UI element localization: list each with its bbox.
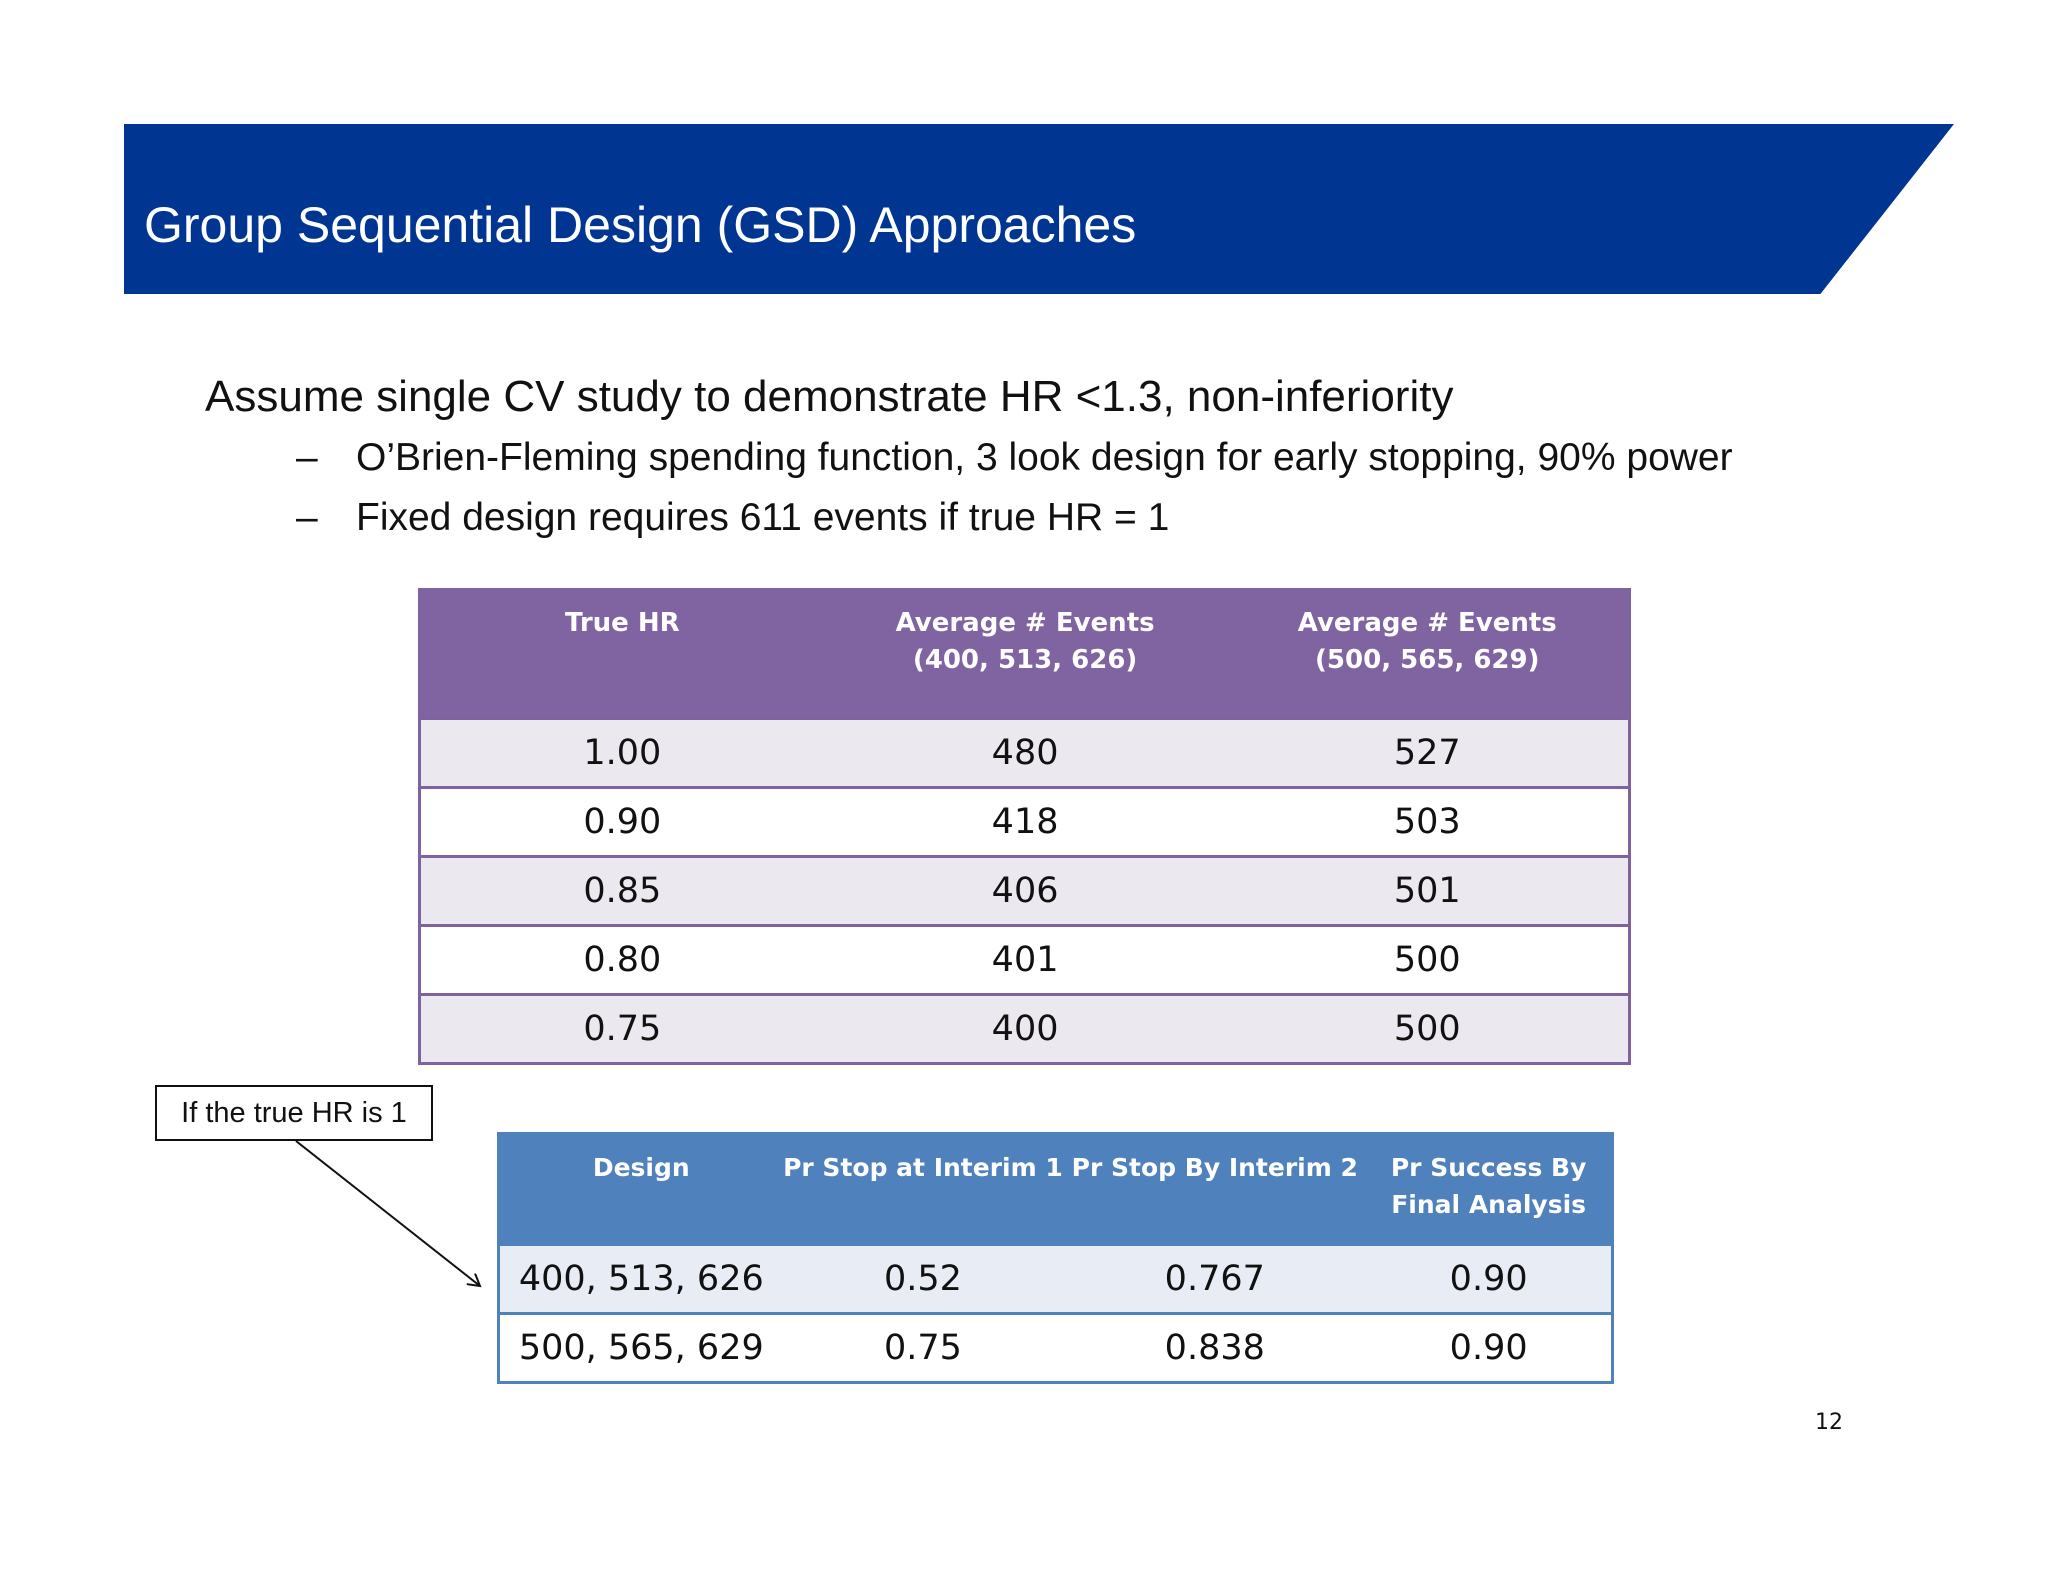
table-cell: 500 — [1226, 993, 1630, 1064]
header-line: Pr Stop at Interim 1 — [783, 1153, 1063, 1182]
column-header: Pr Success By Final Analysis — [1366, 1133, 1613, 1245]
sub-bullet: – Fixed design requires 611 events if tru… — [296, 496, 1169, 540]
slide-title: Group Sequential Design (GSD) Approaches — [144, 197, 1137, 253]
header-line: Average # Events — [895, 608, 1155, 638]
header-line: (500, 565, 629) — [1315, 645, 1540, 675]
table-cell: 406 — [823, 855, 1227, 926]
table-cell: 0.85 — [419, 855, 824, 926]
page-number: 12 — [1815, 1410, 1843, 1435]
table-cell: 418 — [823, 786, 1227, 857]
header-band — [124, 124, 1954, 294]
column-header: Pr Stop By Interim 2 — [1063, 1133, 1367, 1245]
table-row: 0.75 400 500 — [419, 993, 1630, 1064]
header-line: Final Analysis — [1391, 1190, 1587, 1219]
column-header: Average # Events (500, 565, 629) — [1226, 589, 1630, 719]
table-header-row: Design Pr Stop at Interim 1 Pr Stop By I… — [498, 1133, 1613, 1245]
table-cell: 0.75 — [782, 1312, 1064, 1383]
table-cell: 0.767 — [1063, 1243, 1367, 1314]
table-cell: 0.90 — [419, 786, 824, 857]
callout-box: If the true HR is 1 — [155, 1085, 433, 1141]
table-cell: 0.80 — [419, 924, 824, 995]
stop-probability-table: Design Pr Stop at Interim 1 Pr Stop By I… — [497, 1132, 1614, 1384]
bullet-main: Assume single CV study to demonstrate HR… — [205, 372, 1454, 421]
table-cell: 0.90 — [1366, 1312, 1613, 1383]
sub-bullet: – O’Brien-Fleming spending function, 3 lo… — [296, 436, 1733, 480]
column-header: True HR — [419, 589, 824, 719]
dash-marker: – — [296, 436, 318, 479]
column-header: Average # Events (400, 513, 626) — [823, 589, 1227, 719]
dash-marker: – — [296, 496, 318, 539]
table-cell: 400 — [823, 993, 1227, 1064]
table-cell: 480 — [823, 717, 1227, 788]
table-cell: 527 — [1226, 717, 1630, 788]
table-cell: 500 — [1226, 924, 1630, 995]
sub-bullet-text: Fixed design requires 611 events if true… — [356, 496, 1170, 539]
table-cell: 0.838 — [1063, 1312, 1367, 1383]
table-cell: 0.75 — [419, 993, 824, 1064]
table-cell: 501 — [1226, 855, 1630, 926]
events-table: True HR Average # Events (400, 513, 626)… — [418, 588, 1631, 1065]
header-line: Pr Success By — [1390, 1153, 1587, 1182]
sub-bullet-text: O’Brien-Fleming spending function, 3 loo… — [356, 436, 1733, 479]
table-cell: 503 — [1226, 786, 1630, 857]
table-cell: 1.00 — [419, 717, 824, 788]
table-cell: 500, 565, 629 — [498, 1312, 783, 1383]
table-cell: 400, 513, 626 — [498, 1243, 783, 1314]
table-row: 0.80 401 500 — [419, 924, 1630, 995]
table-header-row: True HR Average # Events (400, 513, 626)… — [419, 589, 1630, 719]
header-line: True HR — [564, 608, 680, 638]
column-header: Pr Stop at Interim 1 — [782, 1133, 1064, 1245]
header-line: Design — [592, 1153, 690, 1182]
header-line: Pr Stop By Interim 2 — [1071, 1153, 1358, 1182]
table-row: 0.90 418 503 — [419, 786, 1630, 857]
table-row: 0.85 406 501 — [419, 855, 1630, 926]
table-row: 400, 513, 626 0.52 0.767 0.90 — [498, 1243, 1613, 1314]
header-line: (400, 513, 626) — [912, 645, 1138, 675]
header-line: Average # Events — [1297, 608, 1557, 638]
table-cell: 401 — [823, 924, 1227, 995]
table-cell: 0.90 — [1366, 1243, 1613, 1314]
table-row: 500, 565, 629 0.75 0.838 0.90 — [498, 1312, 1613, 1383]
table-row: 1.00 480 527 — [419, 717, 1630, 788]
table-cell: 0.52 — [782, 1243, 1064, 1314]
column-header: Design — [498, 1133, 783, 1245]
